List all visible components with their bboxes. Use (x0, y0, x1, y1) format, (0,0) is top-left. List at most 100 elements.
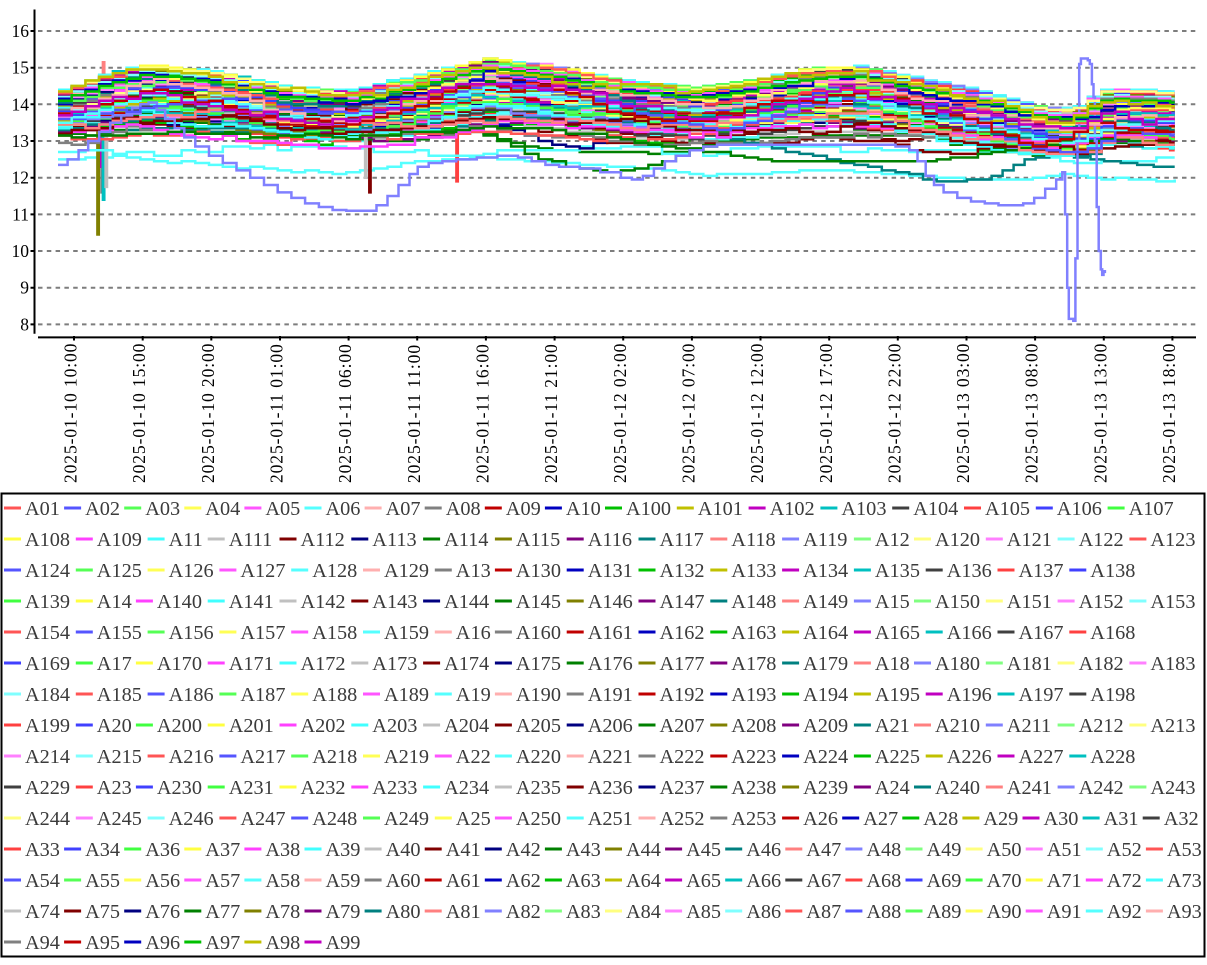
svg-text:A129: A129 (384, 560, 429, 582)
svg-text:A131: A131 (588, 560, 633, 582)
svg-text:A115: A115 (516, 529, 560, 551)
svg-text:A89: A89 (927, 901, 962, 923)
svg-text:A17: A17 (97, 653, 132, 675)
svg-text:A241: A241 (1007, 777, 1052, 799)
svg-text:A134: A134 (803, 560, 848, 582)
svg-text:A141: A141 (229, 591, 274, 613)
svg-text:A101: A101 (698, 498, 743, 520)
svg-text:A236: A236 (588, 777, 633, 799)
svg-text:2025-01-10 15:00: 2025-01-10 15:00 (129, 343, 149, 483)
svg-text:2025-01-11 01:00: 2025-01-11 01:00 (267, 343, 287, 483)
svg-text:A135: A135 (875, 560, 920, 582)
svg-text:A21: A21 (875, 715, 910, 737)
svg-text:A215: A215 (97, 746, 142, 768)
svg-text:A160: A160 (516, 622, 561, 644)
svg-text:A245: A245 (97, 808, 142, 830)
svg-text:A36: A36 (145, 839, 180, 861)
svg-text:A221: A221 (588, 746, 633, 768)
svg-text:A142: A142 (301, 591, 346, 613)
svg-text:A108: A108 (25, 529, 70, 551)
svg-text:A117: A117 (660, 529, 704, 551)
svg-text:A187: A187 (240, 684, 285, 706)
svg-text:A220: A220 (516, 746, 561, 768)
svg-text:A176: A176 (588, 653, 633, 675)
svg-text:A78: A78 (265, 901, 300, 923)
svg-text:A198: A198 (1090, 684, 1135, 706)
svg-text:A26: A26 (803, 808, 838, 830)
svg-text:A45: A45 (686, 839, 721, 861)
svg-text:A105: A105 (985, 498, 1030, 520)
svg-text:A145: A145 (516, 591, 561, 613)
svg-text:A177: A177 (660, 653, 705, 675)
svg-text:A87: A87 (806, 901, 841, 923)
svg-text:A79: A79 (326, 901, 361, 923)
svg-text:A92: A92 (1107, 901, 1142, 923)
svg-text:A206: A206 (588, 715, 633, 737)
svg-text:A156: A156 (169, 622, 214, 644)
svg-text:A118: A118 (731, 529, 775, 551)
svg-text:A231: A231 (229, 777, 274, 799)
svg-text:2025-01-12 22:00: 2025-01-12 22:00 (884, 343, 904, 483)
svg-text:2025-01-11 21:00: 2025-01-11 21:00 (541, 343, 561, 483)
svg-text:A48: A48 (866, 839, 901, 861)
svg-text:A212: A212 (1079, 715, 1124, 737)
svg-text:A248: A248 (312, 808, 357, 830)
svg-text:A227: A227 (1019, 746, 1064, 768)
svg-text:2025-01-11 06:00: 2025-01-11 06:00 (335, 343, 355, 483)
svg-text:A41: A41 (446, 839, 481, 861)
svg-text:A124: A124 (25, 560, 70, 582)
svg-text:A109: A109 (97, 529, 142, 551)
svg-text:10: 10 (12, 241, 30, 261)
svg-text:A22: A22 (456, 746, 491, 768)
svg-text:9: 9 (20, 278, 29, 298)
svg-text:A01: A01 (25, 498, 60, 520)
svg-text:A85: A85 (686, 901, 721, 923)
svg-text:A99: A99 (326, 932, 361, 954)
svg-text:A230: A230 (157, 777, 202, 799)
svg-text:A199: A199 (25, 715, 70, 737)
svg-text:A192: A192 (660, 684, 705, 706)
svg-text:A149: A149 (803, 591, 848, 613)
svg-text:A171: A171 (229, 653, 274, 675)
svg-text:A56: A56 (145, 870, 180, 892)
svg-text:A239: A239 (803, 777, 848, 799)
svg-text:A66: A66 (746, 870, 781, 892)
svg-text:A71: A71 (1047, 870, 1082, 892)
svg-text:2025-01-10 20:00: 2025-01-10 20:00 (198, 343, 218, 483)
svg-text:2025-01-11 11:00: 2025-01-11 11:00 (404, 344, 424, 483)
svg-text:A155: A155 (97, 622, 142, 644)
svg-text:A84: A84 (626, 901, 661, 923)
svg-text:A179: A179 (803, 653, 848, 675)
svg-text:A161: A161 (588, 622, 633, 644)
svg-text:A20: A20 (97, 715, 132, 737)
svg-text:A191: A191 (588, 684, 633, 706)
svg-text:A127: A127 (240, 560, 285, 582)
svg-text:A188: A188 (312, 684, 357, 706)
svg-text:A104: A104 (913, 498, 958, 520)
svg-text:A184: A184 (25, 684, 70, 706)
svg-text:A54: A54 (25, 870, 60, 892)
svg-text:A159: A159 (384, 622, 429, 644)
svg-text:A102: A102 (770, 498, 815, 520)
svg-text:A09: A09 (506, 498, 541, 520)
svg-text:A211: A211 (1007, 715, 1051, 737)
svg-text:A33: A33 (25, 839, 60, 861)
svg-text:11: 11 (12, 204, 29, 224)
svg-text:A51: A51 (1047, 839, 1082, 861)
svg-text:A61: A61 (446, 870, 481, 892)
svg-text:A178: A178 (731, 653, 776, 675)
svg-text:A162: A162 (660, 622, 705, 644)
svg-text:A24: A24 (875, 777, 910, 799)
svg-text:A42: A42 (506, 839, 541, 861)
svg-text:A172: A172 (301, 653, 346, 675)
svg-text:A223: A223 (731, 746, 776, 768)
svg-text:A62: A62 (506, 870, 541, 892)
svg-text:15: 15 (12, 58, 30, 78)
svg-text:2025-01-13 03:00: 2025-01-13 03:00 (953, 343, 973, 483)
svg-text:A70: A70 (987, 870, 1022, 892)
svg-text:A126: A126 (169, 560, 214, 582)
svg-text:A226: A226 (947, 746, 992, 768)
svg-text:A119: A119 (803, 529, 847, 551)
svg-text:A06: A06 (326, 498, 361, 520)
svg-text:A249: A249 (384, 808, 429, 830)
